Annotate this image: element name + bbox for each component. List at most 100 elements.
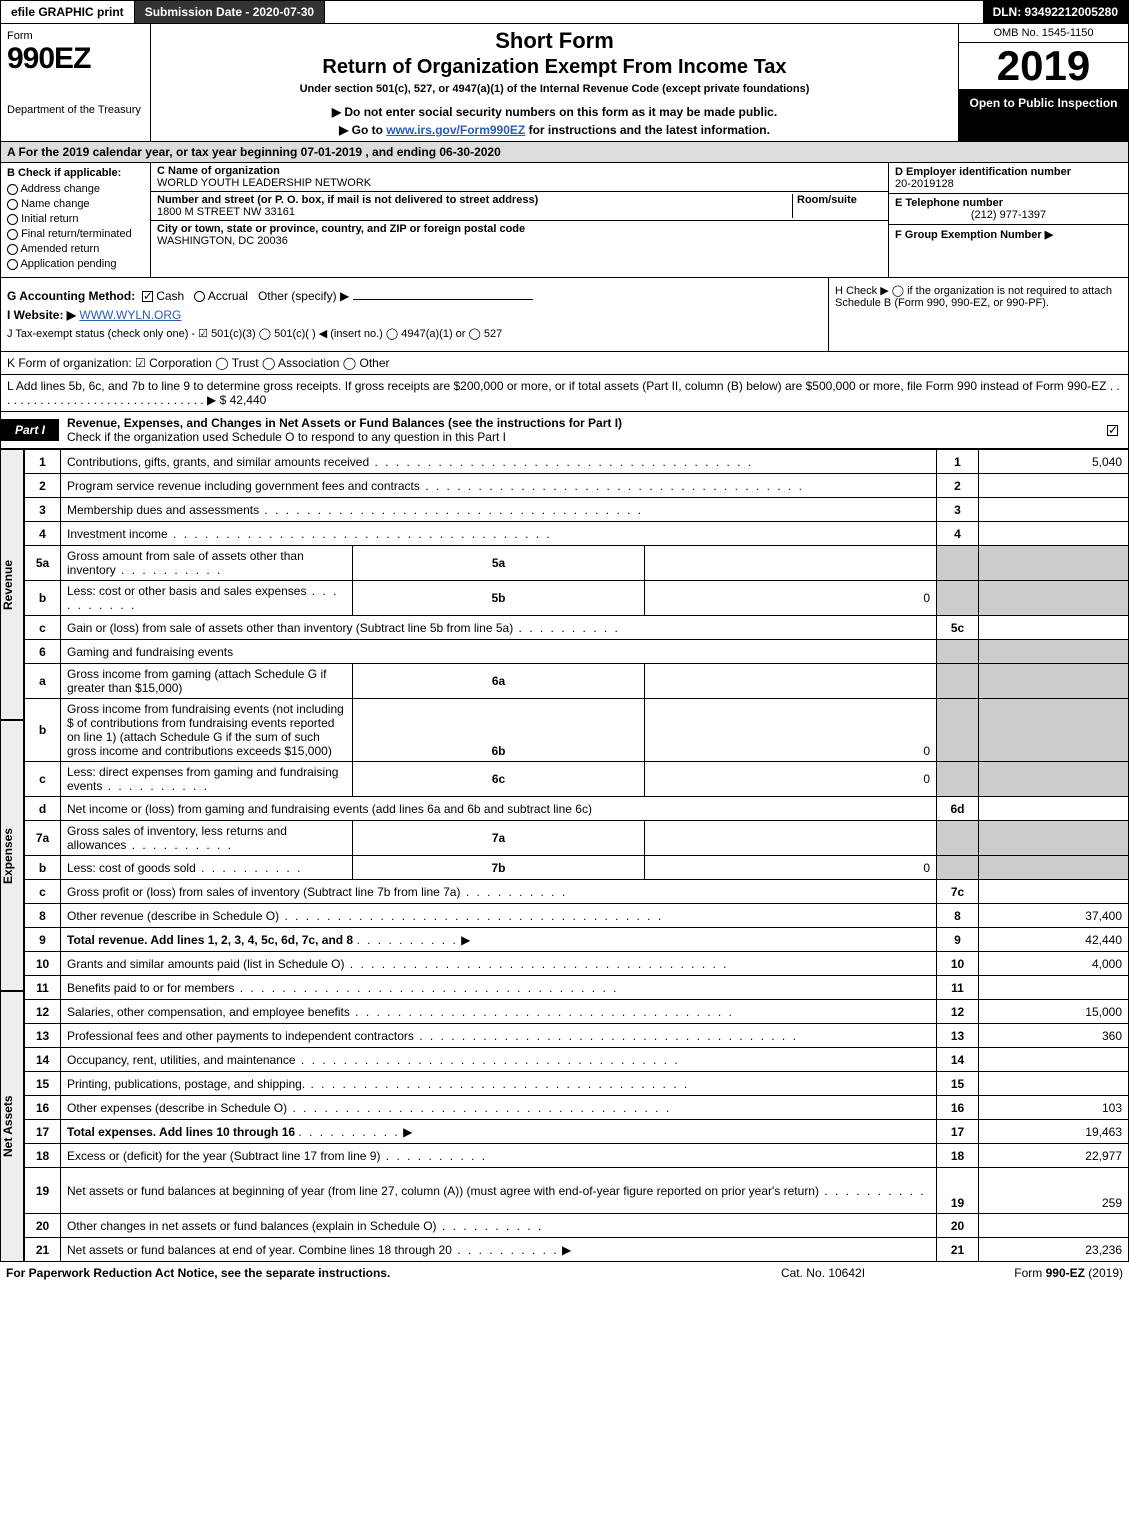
table-row: aGross income from gaming (attach Schedu… [25, 664, 1129, 699]
table-row: 19Net assets or fund balances at beginni… [25, 1168, 1129, 1214]
table-row: cLess: direct expenses from gaming and f… [25, 762, 1129, 797]
submission-date-button[interactable]: Submission Date - 2020-07-30 [135, 1, 325, 23]
j-tax-exempt: J Tax-exempt status (check only one) - ☑… [7, 327, 822, 340]
table-row: 10Grants and similar amounts paid (list … [25, 952, 1129, 976]
table-row: 1Contributions, gifts, grants, and simil… [25, 450, 1129, 474]
goto-post: for instructions and the latest informat… [525, 123, 770, 137]
check-amended-return[interactable]: Amended return [7, 243, 144, 255]
title-short-form: Short Form [159, 28, 950, 54]
d-ein-label: D Employer identification number [895, 166, 1122, 178]
row-l-gross-receipts: L Add lines 5b, 6c, and 7b to line 9 to … [0, 375, 1129, 412]
check-name-change[interactable]: Name change [7, 198, 144, 210]
row-k-form-org: K Form of organization: ☑ Corporation ◯ … [0, 352, 1129, 375]
h-check: H Check ▶ ◯ if the organization is not r… [828, 278, 1128, 351]
form-header: Form 990EZ Department of the Treasury Sh… [0, 24, 1129, 142]
table-row: 18Excess or (deficit) for the year (Subt… [25, 1144, 1129, 1168]
table-row: 7aGross sales of inventory, less returns… [25, 821, 1129, 856]
c-room-label: Room/suite [797, 194, 857, 206]
table-row: cGross profit or (loss) from sales of in… [25, 880, 1129, 904]
table-row: 11Benefits paid to or for members11 [25, 976, 1129, 1000]
check-final-return[interactable]: Final return/terminated [7, 228, 144, 240]
org-name: WORLD YOUTH LEADERSHIP NETWORK [157, 177, 882, 189]
expenses-label: Expenses [0, 720, 24, 991]
open-to-public: Open to Public Inspection [959, 90, 1128, 141]
department-label: Department of the Treasury [7, 104, 144, 116]
revenue-label: Revenue [0, 449, 24, 720]
column-b: B Check if applicable: Address change Na… [1, 163, 151, 277]
table-row: 4Investment income4 [25, 522, 1129, 546]
title-return: Return of Organization Exempt From Incom… [159, 56, 950, 79]
check-address-change[interactable]: Address change [7, 183, 144, 195]
org-city: WASHINGTON, DC 20036 [157, 235, 882, 247]
f-group-label: F Group Exemption Number ▶ [895, 228, 1122, 241]
column-def: D Employer identification number 20-2019… [888, 163, 1128, 277]
footer-catno: Cat. No. 10642I [723, 1266, 923, 1280]
e-phone-value: (212) 977-1397 [895, 209, 1122, 221]
g-accrual-radio[interactable] [194, 291, 205, 302]
table-row: 3Membership dues and assessments3 [25, 498, 1129, 522]
footer-formref: Form 990-EZ (2019) [923, 1266, 1123, 1280]
website-link[interactable]: WWW.WYLN.ORG [79, 308, 181, 322]
tax-year: 2019 [959, 43, 1128, 90]
table-row: 8Other revenue (describe in Schedule O)8… [25, 904, 1129, 928]
c-name-label: C Name of organization [157, 165, 882, 177]
gross-receipts-value: 42,440 [230, 393, 267, 407]
page-footer: For Paperwork Reduction Act Notice, see … [0, 1262, 1129, 1284]
table-row: 17Total expenses. Add lines 10 through 1… [25, 1120, 1129, 1144]
header-center: Short Form Return of Organization Exempt… [151, 24, 958, 141]
part1-title: Revenue, Expenses, and Changes in Net As… [59, 412, 1107, 448]
section-bcdef: B Check if applicable: Address change Na… [0, 163, 1129, 278]
table-row: 13Professional fees and other payments t… [25, 1024, 1129, 1048]
i-website: I Website: ▶ WWW.WYLN.ORG [7, 308, 822, 322]
g-cash-checkbox[interactable] [142, 291, 153, 302]
form-number: 990EZ [7, 42, 144, 76]
table-row: 21Net assets or fund balances at end of … [25, 1238, 1129, 1262]
part1-check-line: Check if the organization used Schedule … [67, 430, 506, 444]
table-row: bLess: cost or other basis and sales exp… [25, 581, 1129, 616]
table-row: 20Other changes in net assets or fund ba… [25, 1214, 1129, 1238]
section-ghij: G Accounting Method: Cash Accrual Other … [0, 278, 1129, 352]
d-ein-value: 20-2019128 [895, 178, 1122, 190]
header-right: OMB No. 1545-1150 2019 Open to Public In… [958, 24, 1128, 141]
subtitle-goto: ▶ Go to www.irs.gov/Form990EZ for instru… [159, 123, 950, 137]
netassets-label: Net Assets [0, 991, 24, 1262]
b-title: B Check if applicable: [7, 167, 144, 179]
ghij-left: G Accounting Method: Cash Accrual Other … [1, 278, 828, 351]
table-row: 12Salaries, other compensation, and empl… [25, 1000, 1129, 1024]
table-row: 15Printing, publications, postage, and s… [25, 1072, 1129, 1096]
irs-link[interactable]: www.irs.gov/Form990EZ [386, 123, 525, 137]
org-street: 1800 M STREET NW 33161 [157, 206, 295, 218]
dln-label: DLN: 93492212005280 [983, 1, 1128, 23]
part1-schedule-o-checkbox[interactable] [1107, 425, 1118, 436]
top-bar: efile GRAPHIC print Submission Date - 20… [0, 0, 1129, 24]
column-c: C Name of organization WORLD YOUTH LEADE… [151, 163, 888, 277]
omb-number: OMB No. 1545-1150 [959, 24, 1128, 43]
table-row: bGross income from fundraising events (n… [25, 699, 1129, 762]
table-row: 14Occupancy, rent, utilities, and mainte… [25, 1048, 1129, 1072]
subtitle-ssn-warning: ▶ Do not enter social security numbers o… [159, 105, 950, 119]
table-row: 16Other expenses (describe in Schedule O… [25, 1096, 1129, 1120]
header-left: Form 990EZ Department of the Treasury [1, 24, 151, 141]
efile-print-button[interactable]: efile GRAPHIC print [1, 1, 135, 23]
part1-table: 1Contributions, gifts, grants, and simil… [24, 449, 1129, 1262]
table-row: cGain or (loss) from sale of assets othe… [25, 616, 1129, 640]
e-phone-label: E Telephone number [895, 197, 1122, 209]
table-row: 6Gaming and fundraising events [25, 640, 1129, 664]
check-initial-return[interactable]: Initial return [7, 213, 144, 225]
table-row: 2Program service revenue including gover… [25, 474, 1129, 498]
part1-header: Part I Revenue, Expenses, and Changes in… [0, 412, 1129, 449]
table-row: dNet income or (loss) from gaming and fu… [25, 797, 1129, 821]
g-accounting: G Accounting Method: Cash Accrual Other … [7, 289, 822, 303]
part1-grid: Revenue Expenses Net Assets 1Contributio… [0, 449, 1129, 1262]
check-application-pending[interactable]: Application pending [7, 258, 144, 270]
c-city-label: City or town, state or province, country… [157, 223, 882, 235]
table-row: bLess: cost of goods sold7b0 [25, 856, 1129, 880]
form-word: Form [7, 30, 144, 42]
subtitle-section: Under section 501(c), 527, or 4947(a)(1)… [159, 83, 950, 95]
table-row: 9Total revenue. Add lines 1, 2, 3, 4, 5c… [25, 928, 1129, 952]
c-street-label: Number and street (or P. O. box, if mail… [157, 194, 538, 206]
goto-pre: ▶ Go to [339, 123, 386, 137]
topbar-spacer [325, 1, 982, 23]
footer-paperwork: For Paperwork Reduction Act Notice, see … [6, 1266, 723, 1280]
row-a-tax-year: A For the 2019 calendar year, or tax yea… [0, 142, 1129, 163]
